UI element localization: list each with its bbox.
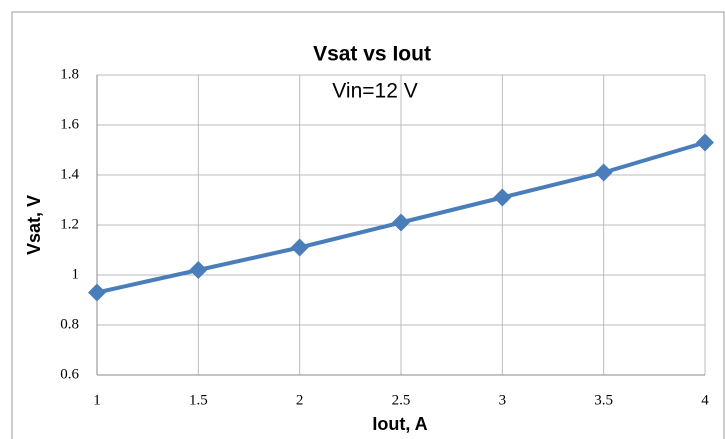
marker [290, 238, 309, 257]
x-tick-label: 1.5 [189, 392, 208, 408]
y-axis-label: Vsat, V [24, 195, 44, 255]
chart-subtitle: Vin=12 V [332, 80, 417, 103]
x-tick-label: 1 [93, 392, 101, 408]
marker [696, 133, 714, 152]
x-tick-label: 4 [701, 392, 709, 408]
y-tick-label: 1.2 [60, 216, 79, 232]
x-tick-label: 2 [296, 392, 304, 408]
x-tick-label: 2.5 [392, 392, 411, 408]
y-tick-label: 1.6 [60, 116, 79, 132]
y-tick-label: 0.8 [60, 316, 79, 332]
marker [493, 188, 512, 207]
marker [88, 283, 106, 302]
marker [189, 261, 208, 279]
marker [392, 213, 410, 232]
y-tick-label: 1.8 [60, 66, 79, 82]
x-tick-label: 3.5 [594, 392, 613, 408]
y-tick-label: 0.6 [60, 366, 79, 382]
x-axis-label: Iout, A [372, 414, 427, 434]
chart-title: Vsat vs Iout [313, 43, 431, 66]
x-tick-label: 3 [499, 392, 507, 408]
y-tick-label: 1.4 [60, 166, 79, 182]
y-tick-label: 1 [72, 266, 80, 282]
marker [594, 163, 613, 182]
